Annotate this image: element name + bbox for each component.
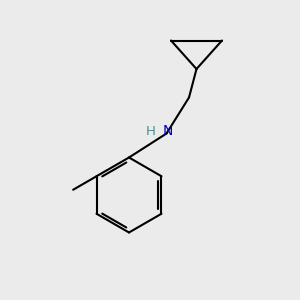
Text: H: H <box>146 124 156 138</box>
Text: N: N <box>163 124 173 138</box>
